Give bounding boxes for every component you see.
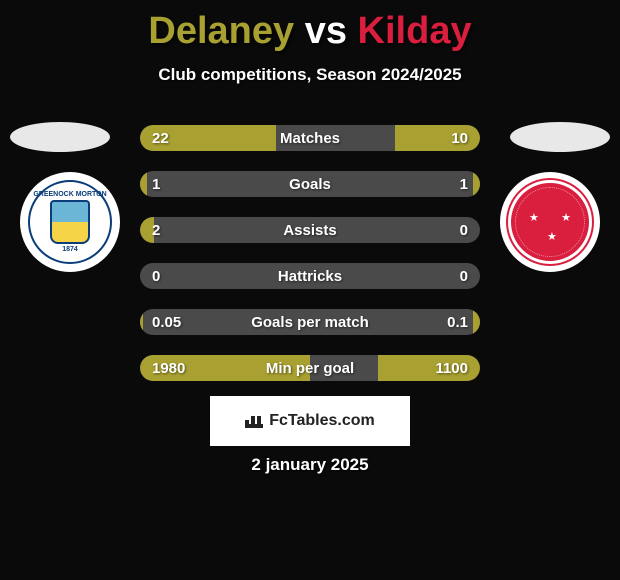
stat-value-left: 0.05 xyxy=(152,314,181,331)
stat-label: Goals per match xyxy=(251,314,369,331)
comparison-title: Delaney vs Kilday xyxy=(0,0,620,53)
stat-value-right: 0.1 xyxy=(447,314,468,331)
badge-ring-icon xyxy=(515,187,585,257)
stat-fill-right xyxy=(473,171,480,197)
stat-label: Min per goal xyxy=(266,360,354,377)
stat-fill-right xyxy=(473,309,480,335)
stat-row: 1980 1100 Min per goal xyxy=(140,355,480,381)
club-badge-left-inner: GREENOCK MORTON 1874 xyxy=(28,180,112,264)
stat-value-left: 2 xyxy=(152,222,160,239)
club-badge-left: GREENOCK MORTON 1874 xyxy=(20,172,120,272)
stat-label: Goals xyxy=(289,176,331,193)
stat-label: Assists xyxy=(283,222,336,239)
stat-value-left: 0 xyxy=(152,268,160,285)
stat-value-left: 22 xyxy=(152,130,169,147)
star-icon: ★ xyxy=(561,211,571,224)
brand-banner: FcTables.com xyxy=(210,396,410,446)
badge-crest-icon xyxy=(50,200,90,244)
brand-text: FcTables.com xyxy=(269,412,375,430)
club-badge-right: ★ ★ ★ xyxy=(500,172,600,272)
stats-container: 22 10 Matches 1 1 Goals 2 0 Assists 0 0 Hattricks 0.… xyxy=(140,125,480,401)
player2-name: Kilday xyxy=(358,10,472,52)
stat-value-right: 0 xyxy=(460,268,468,285)
subtitle: Club competitions, Season 2024/2025 xyxy=(0,65,620,85)
player2-silhouette xyxy=(510,122,610,152)
stat-value-left: 1 xyxy=(152,176,160,193)
stat-row: 22 10 Matches xyxy=(140,125,480,151)
stat-value-right: 0 xyxy=(460,222,468,239)
player1-name: Delaney xyxy=(148,10,294,52)
star-icon: ★ xyxy=(529,211,539,224)
player1-silhouette xyxy=(10,122,110,152)
chart-icon xyxy=(245,414,263,428)
stat-fill-left xyxy=(140,171,147,197)
stat-label: Matches xyxy=(280,130,340,147)
stat-row: 0 0 Hattricks xyxy=(140,263,480,289)
stat-row: 1 1 Goals xyxy=(140,171,480,197)
stat-label: Hattricks xyxy=(278,268,342,285)
badge-top-text: GREENOCK MORTON xyxy=(33,191,106,198)
stat-fill-left xyxy=(140,309,143,335)
stat-row: 0.05 0.1 Goals per match xyxy=(140,309,480,335)
stat-value-right: 1100 xyxy=(435,360,468,377)
stat-value-right: 1 xyxy=(460,176,468,193)
stat-value-left: 1980 xyxy=(152,360,185,377)
stat-value-right: 10 xyxy=(451,130,468,147)
vs-label: vs xyxy=(305,10,347,52)
badge-year: 1874 xyxy=(62,246,78,253)
stat-row: 2 0 Assists xyxy=(140,217,480,243)
date-label: 2 january 2025 xyxy=(251,455,368,475)
star-icon: ★ xyxy=(547,230,557,243)
club-badge-right-inner: ★ ★ ★ xyxy=(508,180,592,264)
